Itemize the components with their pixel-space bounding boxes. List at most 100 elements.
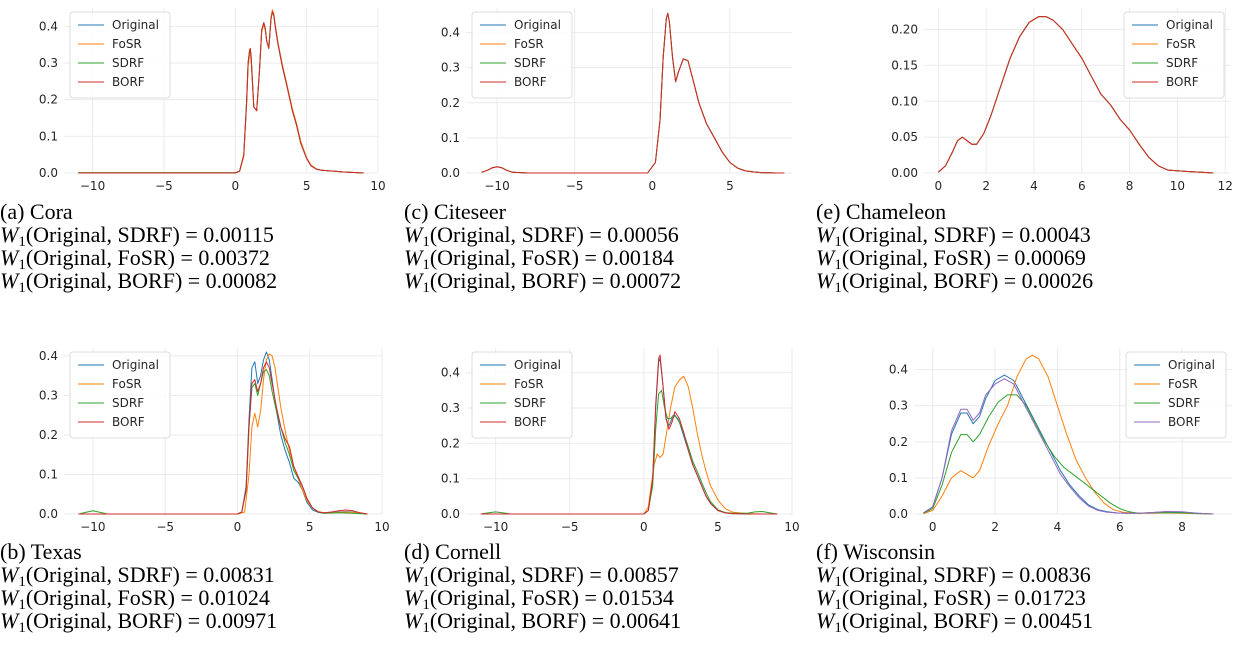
wasserstein-distance: W1(Original, BORF) = 0.00082 (0, 268, 278, 296)
wasserstein-distance: W1(Original, BORF) = 0.00451 (816, 608, 1094, 636)
series-line-borf (480, 354, 778, 515)
wasserstein-distance: W1(Original, FoSR) = 0.01723 (816, 585, 1086, 613)
y-tick-label: 0.20 (891, 23, 918, 37)
legend-label: FoSR (112, 377, 142, 391)
wasserstein-text: (Original, BORF) = 0.00641 (429, 608, 682, 633)
x-tick-label: 5 (714, 520, 722, 534)
x-tick-label: 4 (1054, 520, 1062, 534)
y-tick-label: 0.0 (441, 166, 460, 180)
y-tick-label: 0.3 (39, 388, 58, 402)
legend-box (471, 11, 573, 99)
x-tick-label: 0 (640, 520, 648, 534)
wasserstein-text: (Original, BORF) = 0.00026 (841, 268, 1094, 293)
chart-svg-wisconsin: 0 2 4 6 8 0.0 0.1 0.2 0.3 0.4 Original FoSR SDRF BORF (889, 348, 1232, 534)
chart-panel-citeseer: −10 −5 0 5 0.0 0.1 0.2 0.3 0.4 Original FoSR SDRF BO… (404, 0, 804, 318)
legend-label: Original (514, 18, 561, 32)
wasserstein-distance: W1(Original, SDRF) = 0.00043 (816, 222, 1091, 250)
panel-caption: (b) Texas W1(Original, SDRF) = 0.00831 W1(… (0, 540, 278, 636)
x-tick-label: 8 (1178, 520, 1186, 534)
wasserstein-distance: W1(Original, BORF) = 0.00971 (0, 608, 278, 636)
legend-label: Original (514, 358, 561, 372)
wasserstein-text: (Original, BORF) = 0.00072 (429, 268, 682, 293)
y-tick-label: 0.2 (39, 428, 58, 442)
y-tick-label: 0.3 (889, 399, 908, 413)
y-tick-label: 0.3 (441, 401, 460, 415)
chart-panel-cora: −10 −5 0 5 10 0.0 0.1 0.2 0.3 0.4 Original FoSR SDRF… (0, 0, 400, 318)
panel-caption: (e) Chameleon W1(Original, SDRF) = 0.0004… (816, 199, 1094, 296)
wasserstein-distance: W1(Original, FoSR) = 0.00069 (816, 245, 1086, 273)
x-tick-label: 0 (648, 179, 656, 193)
x-tick-label: −10 (80, 179, 105, 193)
y-tick-label: 0.4 (441, 366, 460, 380)
series-line-borf (481, 12, 785, 174)
x-tick-label: 6 (1078, 179, 1086, 193)
chart-panel-wisconsin: 0 2 4 6 8 0.0 0.1 0.2 0.3 0.4 Original FoSR SDRF BORF… (816, 340, 1232, 658)
y-tick-label: 0.2 (39, 93, 58, 107)
y-tick-label: 0.1 (441, 472, 460, 486)
wasserstein-text: (Original, BORF) = 0.00451 (841, 608, 1094, 633)
chart-svg-citeseer: −10 −5 0 5 0.0 0.1 0.2 0.3 0.4 Original FoSR SDRF BO… (441, 8, 792, 193)
legend-label: BORF (1168, 415, 1201, 429)
panel-caption: (a) Cora W1(Original, SDRF) = 0.00115 W1(O… (0, 199, 278, 296)
wasserstein-text: (Original, SDRF) = 0.00831 (25, 562, 275, 587)
legend-label: BORF (1166, 75, 1199, 89)
panel-caption: (d) Cornell W1(Original, SDRF) = 0.00857 W… (404, 540, 682, 636)
chart-svg-cora: −10 −5 0 5 10 0.0 0.1 0.2 0.3 0.4 Original FoSR SDRF… (39, 8, 386, 193)
y-tick-label: 0.3 (441, 61, 460, 75)
legend-label: SDRF (1168, 396, 1200, 410)
legend-box (1123, 11, 1225, 99)
y-tick-label: 0.15 (891, 58, 918, 72)
y-tick-label: 0.0 (39, 166, 58, 180)
panel-label: (f) Wisconsin (816, 539, 936, 564)
x-tick-label: 12 (1218, 179, 1233, 193)
x-tick-label: 2 (982, 179, 990, 193)
y-tick-label: 0.4 (39, 349, 58, 363)
chart-panel-texas: −10 −5 0 5 10 0.0 0.1 0.2 0.3 0.4 Original FoSR SDRF… (0, 340, 400, 658)
panel-label: (a) Cora (0, 199, 73, 224)
y-tick-label: 0.4 (39, 19, 58, 33)
wasserstein-distance: W1(Original, BORF) = 0.00641 (404, 608, 682, 636)
wasserstein-text: (Original, FoSR) = 0.00184 (429, 245, 674, 270)
y-tick-label: 0.2 (889, 435, 908, 449)
legend-label: SDRF (1166, 56, 1198, 70)
legend-label: FoSR (1166, 37, 1196, 51)
panel-label: (e) Chameleon (816, 199, 947, 224)
x-tick-label: 10 (1170, 179, 1185, 193)
wasserstein-text: (Original, SDRF) = 0.00857 (429, 562, 679, 587)
x-tick-label: −5 (155, 179, 173, 193)
wasserstein-text: (Original, FoSR) = 0.01723 (841, 585, 1086, 610)
y-tick-label: 0.4 (889, 363, 908, 377)
y-tick-label: 0.4 (441, 26, 460, 40)
legend-label: SDRF (514, 396, 546, 410)
x-tick-label: 8 (1126, 179, 1134, 193)
legend-label: Original (112, 358, 159, 372)
y-tick-label: 0.2 (441, 96, 460, 110)
wasserstein-text: (Original, SDRF) = 0.00043 (841, 222, 1091, 247)
legend-label: Original (1168, 358, 1215, 372)
chart-svg-cornell: −10 −5 0 5 10 0.0 0.1 0.2 0.3 0.4 Original FoSR SDRF… (441, 348, 800, 534)
x-tick-label: −5 (561, 520, 579, 534)
legend-label: Original (112, 18, 159, 32)
x-tick-label: 2 (991, 520, 999, 534)
x-tick-label: 10 (374, 520, 389, 534)
x-tick-label: −10 (483, 520, 508, 534)
x-tick-label: 5 (306, 520, 314, 534)
x-tick-label: 5 (726, 179, 734, 193)
legend-label: SDRF (514, 56, 546, 70)
wasserstein-text: (Original, SDRF) = 0.00056 (429, 222, 679, 247)
wasserstein-distance: W1(Original, BORF) = 0.00026 (816, 268, 1094, 296)
y-tick-label: 0.0 (889, 507, 908, 521)
wasserstein-distance: W1(Original, FoSR) = 0.00372 (0, 245, 270, 273)
legend-box (69, 351, 171, 439)
chart-panel-cornell: −10 −5 0 5 10 0.0 0.1 0.2 0.3 0.4 Original FoSR SDRF… (404, 340, 804, 658)
wasserstein-distance: W1(Original, SDRF) = 0.00857 (404, 562, 679, 590)
wasserstein-text: (Original, FoSR) = 0.01024 (25, 585, 270, 610)
y-tick-label: 0.05 (891, 130, 918, 144)
x-tick-label: 0 (231, 179, 239, 193)
series-line-borf (937, 16, 1214, 174)
x-tick-label: 10 (784, 520, 799, 534)
y-tick-label: 0.0 (39, 507, 58, 521)
x-tick-label: −10 (80, 520, 105, 534)
legend-label: FoSR (112, 37, 142, 51)
series-line-borf (78, 361, 368, 515)
